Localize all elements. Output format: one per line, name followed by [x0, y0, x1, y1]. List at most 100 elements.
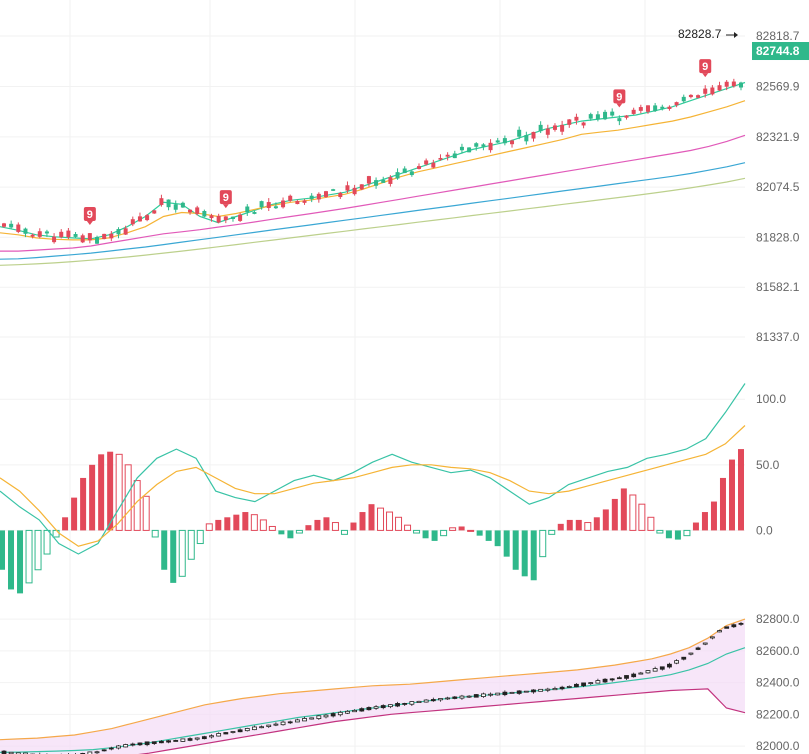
band-candle[interactable] [609, 678, 615, 682]
candle[interactable] [696, 94, 701, 99]
band-candle[interactable] [237, 728, 243, 733]
band-candle[interactable] [287, 720, 293, 725]
candle[interactable] [366, 175, 371, 187]
band-candle[interactable] [416, 700, 422, 704]
histogram-bar[interactable] [386, 511, 394, 531]
candle[interactable] [645, 105, 650, 114]
candle[interactable] [166, 199, 171, 211]
candle[interactable] [660, 104, 665, 111]
candle[interactable] [59, 229, 64, 239]
histogram-bar[interactable] [71, 497, 78, 531]
histogram-bar[interactable] [485, 530, 492, 541]
histogram-bar[interactable] [449, 527, 457, 531]
candle[interactable] [9, 220, 14, 229]
candle[interactable] [245, 204, 250, 216]
band-candle[interactable] [209, 734, 214, 739]
candle[interactable] [545, 124, 550, 139]
candle[interactable] [209, 213, 214, 222]
band-candle[interactable] [223, 732, 229, 735]
candle[interactable] [574, 113, 579, 125]
candle[interactable] [459, 143, 464, 154]
histogram-bar[interactable] [593, 517, 600, 531]
band-candle[interactable] [259, 725, 264, 729]
candle[interactable] [281, 197, 286, 209]
signal-marker[interactable]: 9 [219, 190, 232, 209]
histogram-bar[interactable] [656, 529, 664, 534]
candle[interactable] [409, 169, 414, 177]
histogram-bar[interactable] [295, 529, 303, 534]
band-candle[interactable] [559, 685, 565, 691]
candle[interactable] [710, 85, 715, 96]
band-candle[interactable] [717, 629, 722, 633]
histogram-bar[interactable] [521, 530, 528, 577]
candle[interactable] [152, 210, 157, 214]
histogram-bar[interactable] [719, 477, 726, 531]
band-candle[interactable] [387, 704, 393, 709]
histogram-bar[interactable] [710, 501, 717, 531]
histogram-bar[interactable] [467, 529, 475, 532]
band-candle[interactable] [123, 743, 129, 748]
band-candle[interactable] [423, 699, 429, 703]
band-candle[interactable] [552, 686, 558, 691]
histogram-bar[interactable] [422, 530, 429, 539]
histogram-bar[interactable] [89, 464, 96, 531]
band-candle[interactable] [659, 666, 665, 671]
histogram-bar[interactable] [161, 530, 168, 570]
candle[interactable] [374, 177, 379, 189]
candle[interactable] [87, 232, 92, 244]
histogram-bar[interactable] [566, 519, 573, 531]
histogram-bar[interactable] [738, 449, 744, 531]
histogram-bar[interactable] [638, 503, 646, 531]
candle[interactable] [567, 119, 572, 128]
band-candle[interactable] [294, 718, 300, 723]
candle[interactable] [624, 115, 629, 120]
band-candle[interactable] [352, 709, 358, 713]
candle[interactable] [502, 135, 507, 146]
histogram-bar[interactable] [133, 480, 141, 531]
candle[interactable] [495, 137, 500, 144]
band-candle[interactable] [194, 737, 200, 741]
candle[interactable] [653, 102, 658, 113]
band-candle[interactable] [645, 669, 651, 674]
histogram-bar[interactable] [80, 477, 87, 531]
histogram-bar[interactable] [115, 453, 123, 531]
band-candle[interactable] [438, 698, 443, 702]
histogram-bar[interactable] [259, 519, 267, 531]
candle[interactable] [552, 123, 557, 132]
histogram-bar[interactable] [674, 530, 681, 540]
candle[interactable] [417, 163, 422, 170]
histogram-bar[interactable] [151, 529, 159, 538]
histogram-bar[interactable] [268, 525, 276, 531]
candle[interactable] [238, 213, 243, 222]
candle[interactable] [202, 209, 207, 218]
candle[interactable] [116, 227, 121, 239]
candle[interactable] [474, 142, 479, 151]
histogram-bar[interactable] [620, 488, 627, 531]
candle[interactable] [688, 94, 693, 99]
histogram-bar[interactable] [548, 529, 556, 535]
band-candle[interactable] [495, 692, 501, 696]
band-candle[interactable] [481, 692, 486, 698]
histogram-bar[interactable] [683, 529, 691, 537]
signal-marker[interactable]: 9 [613, 89, 626, 108]
candle[interactable] [603, 109, 608, 121]
band-candle[interactable] [280, 720, 286, 726]
candle[interactable] [481, 143, 486, 151]
band-candle[interactable] [473, 694, 479, 698]
band-candle[interactable] [602, 678, 608, 684]
candle[interactable] [37, 228, 42, 239]
band-candle[interactable] [681, 656, 687, 661]
candle[interactable] [66, 228, 71, 240]
band-candle[interactable] [538, 688, 544, 692]
band-candle[interactable] [316, 715, 322, 720]
band-candle[interactable] [337, 710, 343, 717]
band-candle[interactable] [23, 752, 28, 754]
candle[interactable] [288, 194, 293, 203]
candle[interactable] [16, 222, 21, 234]
candle[interactable] [316, 192, 321, 203]
histogram-bar[interactable] [539, 529, 547, 558]
histogram-bar[interactable] [34, 529, 42, 571]
candle[interactable] [581, 121, 586, 129]
band-candle[interactable] [366, 706, 372, 711]
histogram-bar[interactable] [305, 525, 312, 531]
